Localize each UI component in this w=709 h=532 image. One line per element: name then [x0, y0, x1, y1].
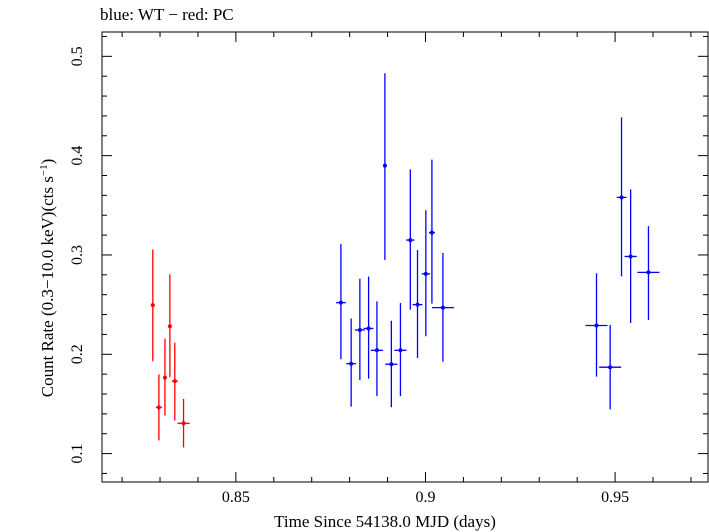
data-point [440, 305, 445, 310]
data-point [357, 327, 362, 332]
data-point [349, 361, 354, 366]
y-axis-ticks: 0.1 0.2 0.3 0.4 0.5 [69, 35, 708, 474]
x-axis-label: Time Since 54138.0 MJD (days) [274, 512, 496, 531]
x-tick-label: 0.95 [601, 489, 629, 506]
y-tick-label: 0.4 [69, 146, 86, 166]
y-axis-label: Count Rate (0.3−10.0 keV)(cts s−1) [38, 159, 57, 398]
data-point [156, 405, 161, 410]
data-point [382, 163, 387, 168]
data-point [646, 270, 651, 275]
series-1 [335, 73, 660, 410]
y-axis-label-main: Count Rate (0.3−10.0 keV)(cts s [38, 176, 57, 397]
x-axis-ticks: 0.85 0.9 0.95 [121, 32, 692, 506]
y-axis-label-superscript: −1 [38, 164, 50, 176]
y-tick-label: 0.3 [69, 245, 86, 265]
data-point [423, 271, 428, 276]
data-point [374, 348, 379, 353]
data-point [389, 362, 394, 367]
x-tick-label: 0.85 [222, 489, 250, 506]
series-0 [150, 249, 190, 448]
data-point [619, 195, 624, 200]
data-point [181, 421, 186, 426]
data-point [150, 303, 155, 308]
data-point [628, 254, 633, 259]
y-tick-label: 0.5 [69, 46, 86, 66]
plot-frame [101, 31, 709, 483]
data-point [172, 379, 177, 384]
data-point [415, 302, 420, 307]
x-tick-label: 0.9 [415, 489, 435, 506]
y-tick-label: 0.1 [69, 444, 86, 464]
data-point [167, 324, 172, 329]
data-series [150, 73, 660, 448]
data-point [408, 238, 413, 243]
y-tick-label: 0.2 [69, 344, 86, 364]
chart-title: blue: WT − red: PC [100, 5, 234, 24]
data-point [608, 365, 613, 370]
data-point [429, 230, 434, 235]
data-point [594, 323, 599, 328]
data-point [338, 300, 343, 305]
data-point [398, 348, 403, 353]
y-axis-label-end: ) [38, 159, 57, 165]
data-point [366, 326, 371, 331]
data-point [162, 375, 167, 380]
